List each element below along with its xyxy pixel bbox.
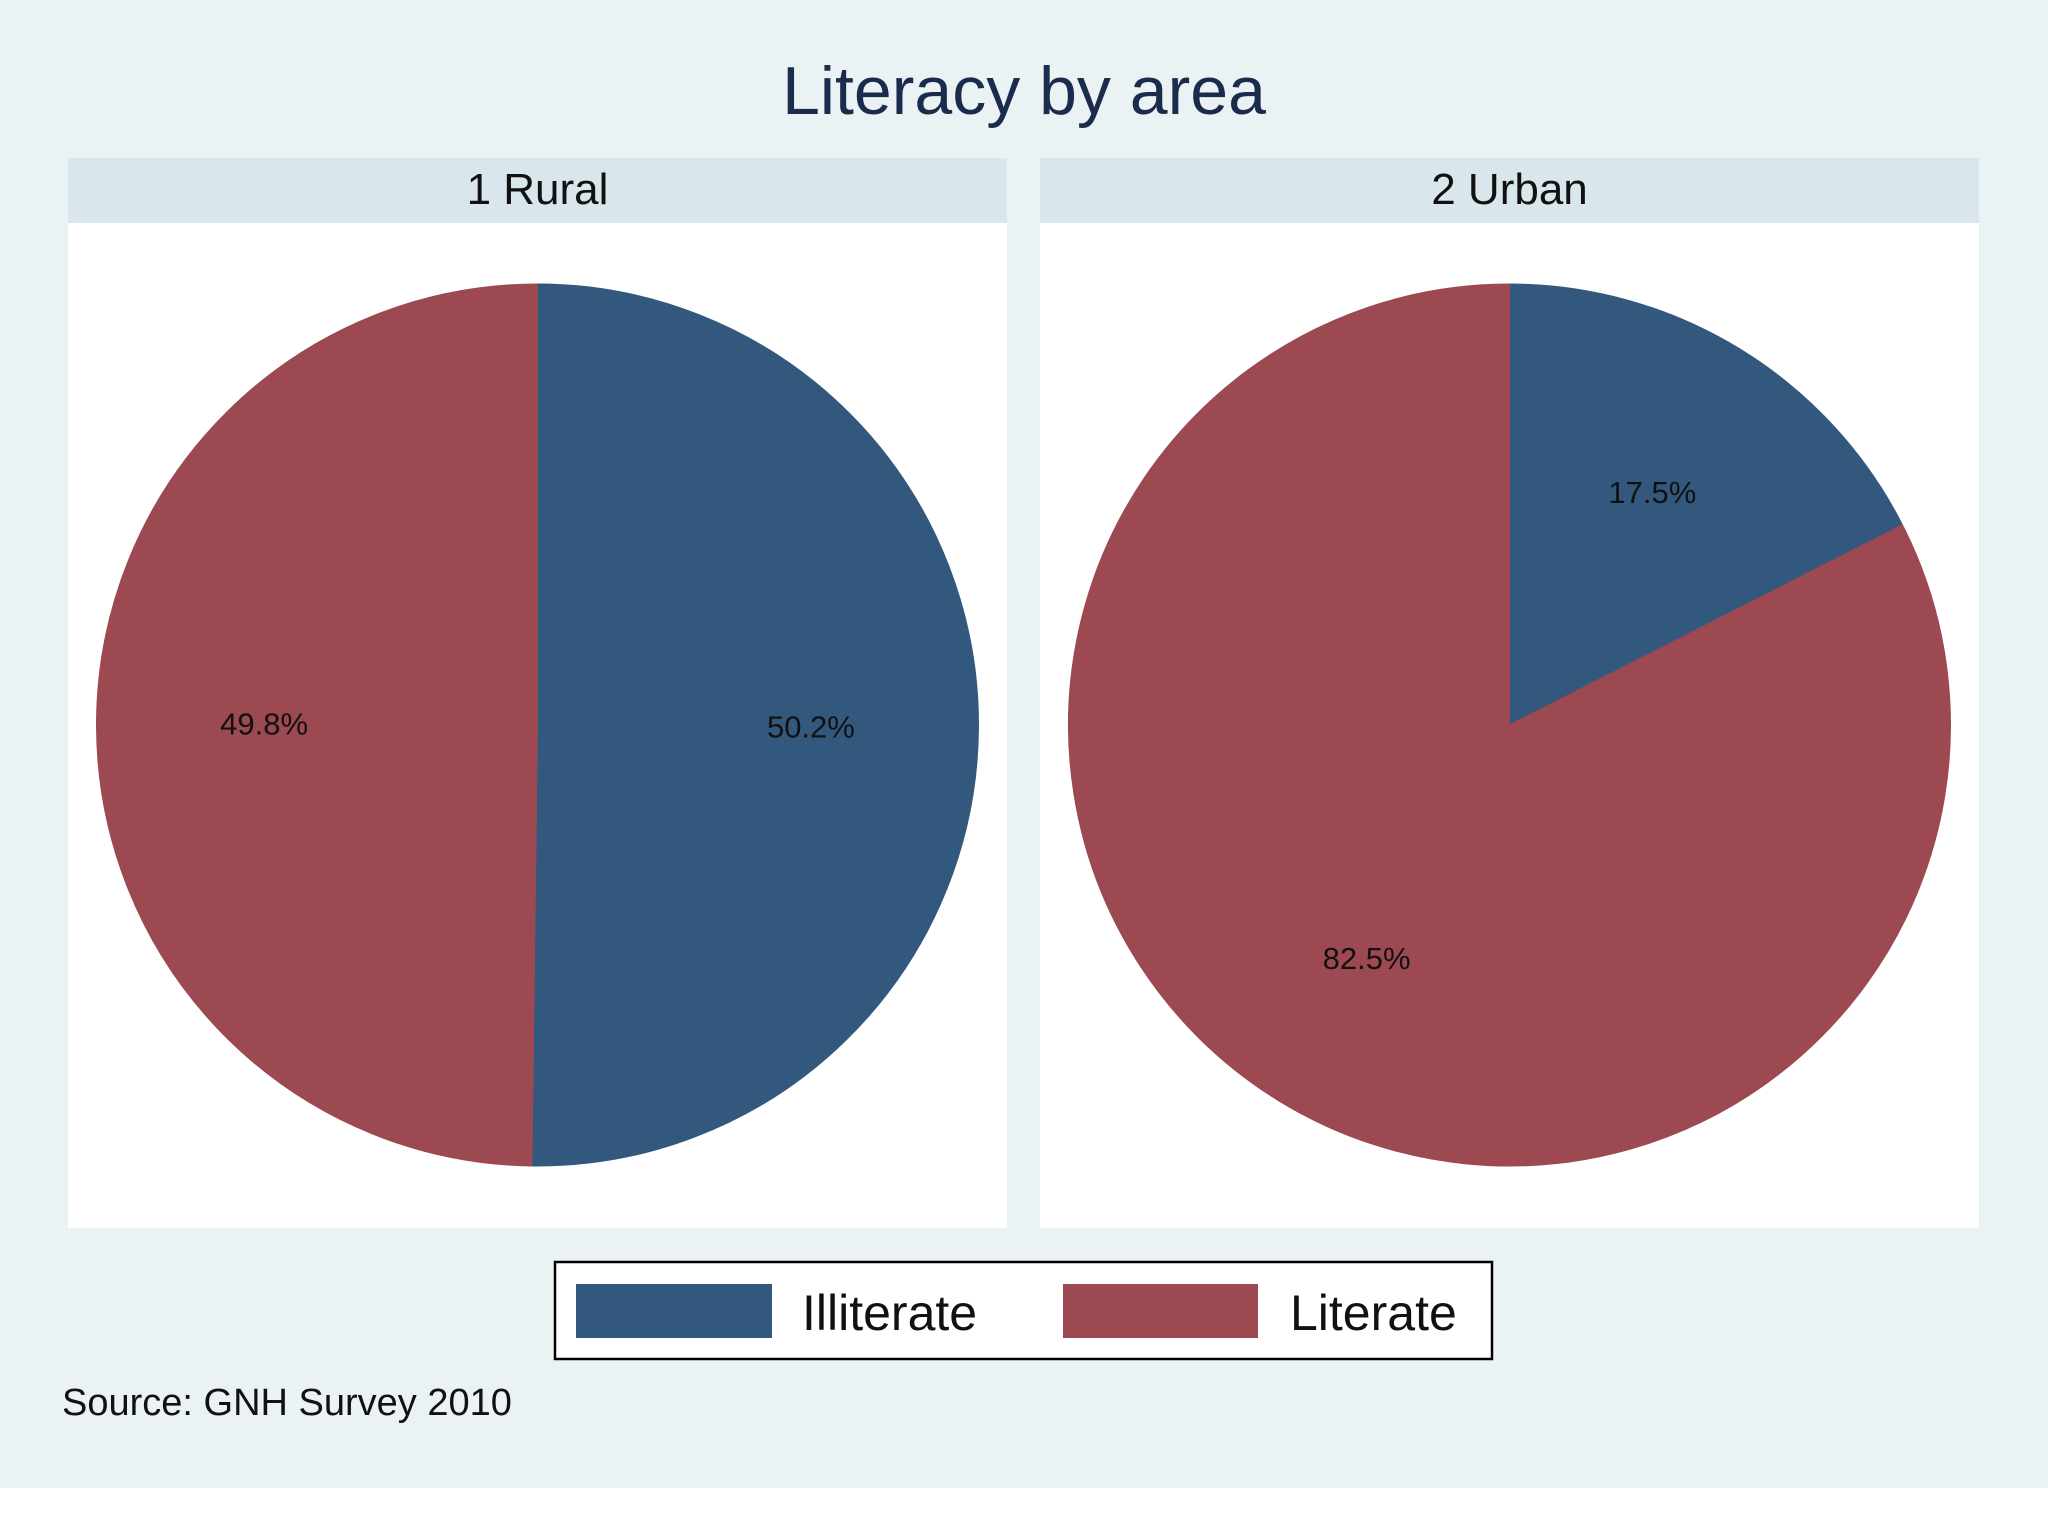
legend: Illiterate Literate <box>553 1260 1494 1361</box>
pie-panel-1: 1 Rural 50.2% 49.8% <box>68 158 1007 1228</box>
pie-slice-literate <box>1068 283 1951 1167</box>
legend-label-illiterate: Illiterate <box>802 1285 977 1341</box>
legend-swatch-illiterate <box>576 1284 772 1338</box>
legend-label-literate: Literate <box>1290 1285 1457 1341</box>
slice-label-illiterate: 17.5% <box>1608 475 1696 510</box>
panel-header-label: 1 Rural <box>467 165 609 214</box>
legend-swatch-literate <box>1063 1284 1258 1338</box>
pie-panel-2: 2 Urban 17.5% 82.5% <box>1040 158 1979 1228</box>
panel-header-bg <box>1040 158 1979 223</box>
chart-title: Literacy by area <box>782 53 1266 129</box>
slice-label-literate: 49.8% <box>220 706 308 741</box>
slice-label-literate: 82.5% <box>1323 941 1411 976</box>
pie-slice-literate <box>95 283 538 1167</box>
pie-slice-illiterate <box>531 283 979 1167</box>
pie-panels: 1 Rural 50.2% 49.8% 2 Urban 17.5% 82.5% <box>68 158 1979 1228</box>
panel-header-label: 2 Urban <box>1431 165 1588 214</box>
slice-label-illiterate: 50.2% <box>767 710 855 745</box>
source-note: Source: GNH Survey 2010 <box>62 1382 512 1424</box>
pie-slice-illiterate <box>1509 283 1904 726</box>
panel-header-bg <box>68 158 1007 223</box>
